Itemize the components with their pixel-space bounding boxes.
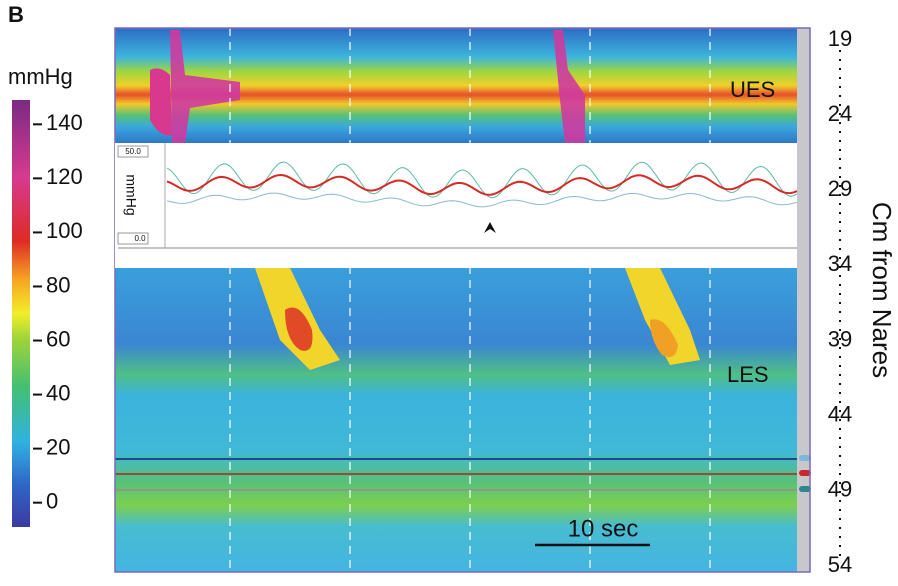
colorbar-tick-label: 20 xyxy=(46,434,70,459)
colorbar-tick-label: 0 xyxy=(46,488,58,513)
panel-label: B xyxy=(8,2,24,27)
colorbar-tick-label: 140 xyxy=(46,110,83,135)
y-tick-label: 24 xyxy=(828,101,852,126)
y-tick-label: 44 xyxy=(828,402,852,427)
colorbar-tick-label: 60 xyxy=(46,326,70,351)
inset xyxy=(115,143,798,268)
y-tick-label: 34 xyxy=(828,251,852,276)
y-tick-label: 19 xyxy=(828,26,852,51)
colorbar-tick-label: 40 xyxy=(46,380,70,405)
inset-min: 0.0 xyxy=(134,234,146,243)
colorbar-label: mmHg xyxy=(8,64,73,89)
ues-label: UES xyxy=(730,77,775,102)
colorbar-tick-label: 120 xyxy=(46,164,83,189)
y-tick-label: 29 xyxy=(828,176,852,201)
colorbar-tick-label: 80 xyxy=(46,272,70,297)
trace xyxy=(166,161,798,199)
trace xyxy=(166,173,798,196)
les-label: LES xyxy=(727,362,769,387)
y-tick-label: 49 xyxy=(828,477,852,502)
y-axis-label: Cm from Nares xyxy=(867,202,897,378)
colorbar-tick-label: 100 xyxy=(46,218,83,243)
heatmap xyxy=(114,27,811,573)
y-tick-label: 54 xyxy=(828,552,852,577)
inset-unit: mmHg xyxy=(123,174,139,215)
colorbar xyxy=(12,100,30,527)
y-tick-label: 39 xyxy=(828,326,852,351)
trace xyxy=(166,192,798,208)
inset-max: 50.0 xyxy=(125,147,141,156)
scale-bar-label: 10 sec xyxy=(568,515,639,542)
